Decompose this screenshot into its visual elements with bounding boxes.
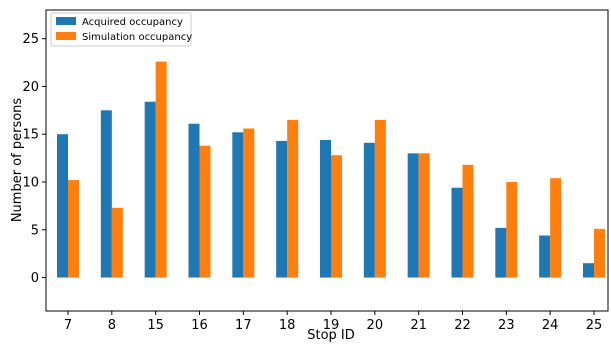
x-tick-label: 8 xyxy=(108,318,116,333)
x-tick-label: 25 xyxy=(586,318,603,333)
bar-acquired-stop-25 xyxy=(583,263,594,278)
legend-box xyxy=(50,12,192,47)
plot-frame xyxy=(45,9,609,312)
bar-simulation-stop-18 xyxy=(287,119,299,278)
bar-acquired-stop-8 xyxy=(100,110,112,278)
x-tick-label: 21 xyxy=(410,318,427,333)
legend-swatch-simulation xyxy=(56,32,76,40)
y-tick-label: 15 xyxy=(22,128,39,143)
legend: Acquired occupancy Simulation occupancy xyxy=(50,12,192,47)
legend-label-acquired: Acquired occupancy xyxy=(82,17,183,28)
x-tick-label: 17 xyxy=(235,318,252,333)
bar-acquired-stop-16 xyxy=(188,123,200,278)
bar-simulation-stop-15 xyxy=(155,61,167,278)
bars-layer xyxy=(57,61,605,278)
bar-simulation-stop-25 xyxy=(594,228,605,278)
bar-simulation-stop-17 xyxy=(243,128,255,278)
bar-acquired-stop-21 xyxy=(407,153,419,278)
x-tick-label: 16 xyxy=(191,318,208,333)
bar-acquired-stop-23 xyxy=(495,227,507,278)
x-tick-label: 20 xyxy=(367,318,384,333)
x-tick-label: 22 xyxy=(454,318,471,333)
legend-label-simulation: Simulation occupancy xyxy=(82,32,192,43)
bar-acquired-stop-7 xyxy=(57,134,68,278)
y-tick-label: 5 xyxy=(31,223,39,238)
bar-simulation-stop-7 xyxy=(68,180,79,278)
bar-acquired-stop-20 xyxy=(363,142,375,278)
x-tick-label: 18 xyxy=(279,318,296,333)
bar-acquired-stop-18 xyxy=(276,140,288,278)
bar-acquired-stop-24 xyxy=(539,235,551,278)
x-tick-label: 15 xyxy=(147,318,164,333)
x-tick-label: 23 xyxy=(498,318,515,333)
bar-acquired-stop-19 xyxy=(320,139,331,278)
bar-simulation-stop-23 xyxy=(506,182,518,278)
x-tick-label: 7 xyxy=(64,318,72,333)
bar-simulation-stop-8 xyxy=(111,207,123,278)
x-tick-label: 24 xyxy=(542,318,559,333)
bar-simulation-stop-24 xyxy=(550,178,562,278)
bar-simulation-stop-16 xyxy=(199,145,211,278)
bar-acquired-stop-17 xyxy=(232,132,244,278)
bar-simulation-stop-22 xyxy=(462,164,474,278)
bar-acquired-stop-22 xyxy=(451,187,463,278)
bar-simulation-stop-21 xyxy=(418,153,430,278)
legend-swatch-acquired xyxy=(56,17,76,25)
x-tick-label: 19 xyxy=(323,318,340,333)
y-axis-ticks: 0 5 10 15 20 25 xyxy=(22,32,46,286)
bar-acquired-stop-15 xyxy=(144,101,156,278)
y-tick-label: 25 xyxy=(22,32,39,47)
y-tick-label: 10 xyxy=(22,176,39,191)
y-tick-label: 0 xyxy=(31,271,39,286)
x-axis-ticks: 7 8 15 16 17 18 19 20 21 22 23 24 25 xyxy=(64,311,602,333)
y-axis-label: Number of persons xyxy=(10,98,25,223)
x-axis-label: Stop ID xyxy=(307,328,355,343)
y-tick-label: 20 xyxy=(22,80,39,95)
bar-simulation-stop-20 xyxy=(374,119,386,278)
bar-simulation-stop-19 xyxy=(331,155,342,278)
